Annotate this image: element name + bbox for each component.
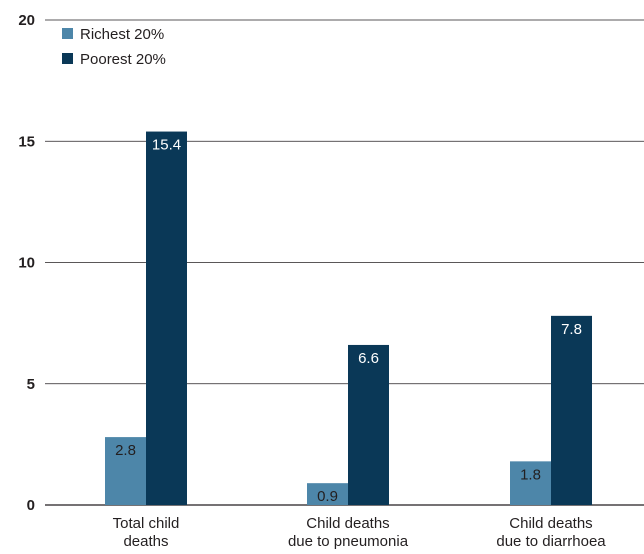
value-label: 15.4 [152, 137, 181, 154]
x-category-label: Child deaths [306, 515, 389, 532]
y-tick-label: 5 [27, 376, 35, 393]
y-tick-label: 10 [18, 255, 35, 272]
x-category-label: deaths [123, 533, 168, 550]
value-label: 0.9 [317, 488, 338, 505]
bar-richest [105, 437, 146, 505]
x-category-label: Total child [113, 515, 180, 532]
bar-richest [307, 483, 348, 505]
x-category-label: due to pneumonia [288, 533, 409, 550]
value-label: 6.6 [358, 350, 379, 367]
legend-label: Richest 20% [80, 26, 164, 43]
value-labels: 2.8 0.9 1.8 15.4 6.6 7.8 [115, 137, 582, 506]
y-tick-label: 15 [18, 133, 35, 150]
legend-swatch [62, 28, 73, 39]
value-label: 7.8 [561, 321, 582, 338]
x-category-label: Child deaths [509, 515, 592, 532]
legend-label: Poorest 20% [80, 51, 166, 68]
x-category-label: due to diarrhoea [496, 533, 606, 550]
bars [105, 131, 592, 506]
bar-poorest [348, 344, 389, 505]
value-label: 1.8 [520, 466, 541, 483]
legend: Richest 20% Poorest 20% [62, 26, 166, 68]
y-tick-label: 20 [18, 12, 35, 29]
value-label: 2.8 [115, 442, 136, 459]
y-tick-label: 0 [27, 497, 35, 514]
bar-poorest [551, 315, 592, 505]
y-axis-ticks: 0 5 10 15 20 [18, 12, 35, 514]
bar-poorest [146, 131, 187, 506]
legend-swatch [62, 53, 73, 64]
bar-richest [510, 461, 551, 505]
